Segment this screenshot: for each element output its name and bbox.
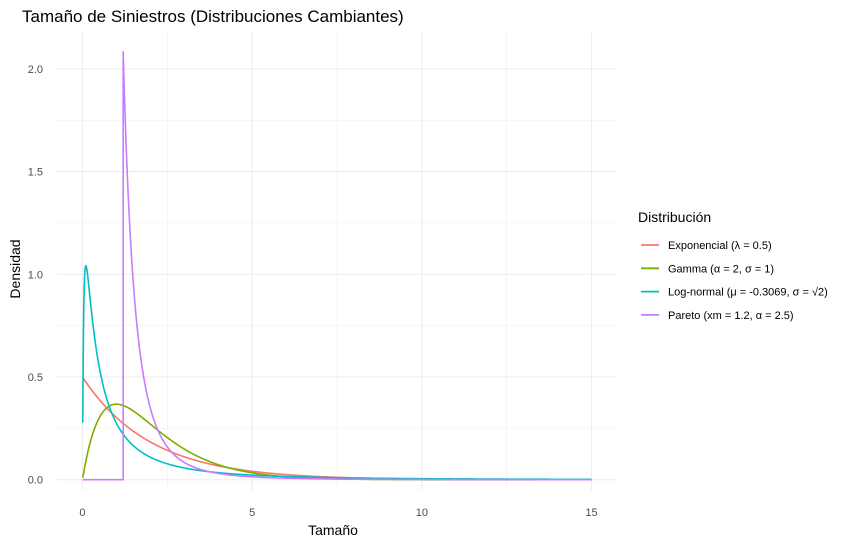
grid-minor — [57, 32, 617, 490]
y-tick-label: 1.5 — [28, 167, 43, 179]
legend-title: Distribución — [638, 209, 711, 225]
legend-label-exponential: Exponencial (λ = 0.5) — [668, 240, 772, 252]
y-tick-label: 2.0 — [28, 64, 43, 76]
y-tick-label: 0.0 — [28, 475, 43, 487]
y-axis-title: Densidad — [7, 239, 23, 298]
x-tick-label: 10 — [416, 507, 428, 519]
x-tick-label: 5 — [249, 507, 255, 519]
x-axis-ticks: 0 5 10 15 — [79, 507, 597, 519]
y-tick-label: 1.0 — [28, 269, 43, 281]
x-tick-label: 15 — [585, 507, 597, 519]
legend-label-pareto: Pareto (xm = 1.2, α = 2.5) — [668, 310, 794, 322]
legend: Distribución Exponencial (λ = 0.5) Gamma … — [638, 209, 828, 322]
legend-label-lognormal: Log-normal (μ = -0.3069, σ = √2) — [668, 287, 828, 299]
x-axis-title: Tamaño — [308, 522, 358, 538]
chart-title: Tamaño de Siniestros (Distribuciones Cam… — [22, 7, 404, 26]
series-layer — [81, 51, 593, 481]
y-tick-label: 0.5 — [28, 372, 43, 384]
grid-major — [57, 32, 617, 490]
x-tick-label: 0 — [79, 507, 85, 519]
legend-label-gamma: Gamma (α = 2, σ = 1) — [668, 263, 774, 275]
series-line-pareto — [82, 51, 593, 481]
legend-items: Exponencial (λ = 0.5) Gamma (α = 2, σ = 1… — [641, 240, 828, 322]
y-axis-ticks: 0.0 0.5 1.0 1.5 2.0 — [28, 64, 43, 487]
